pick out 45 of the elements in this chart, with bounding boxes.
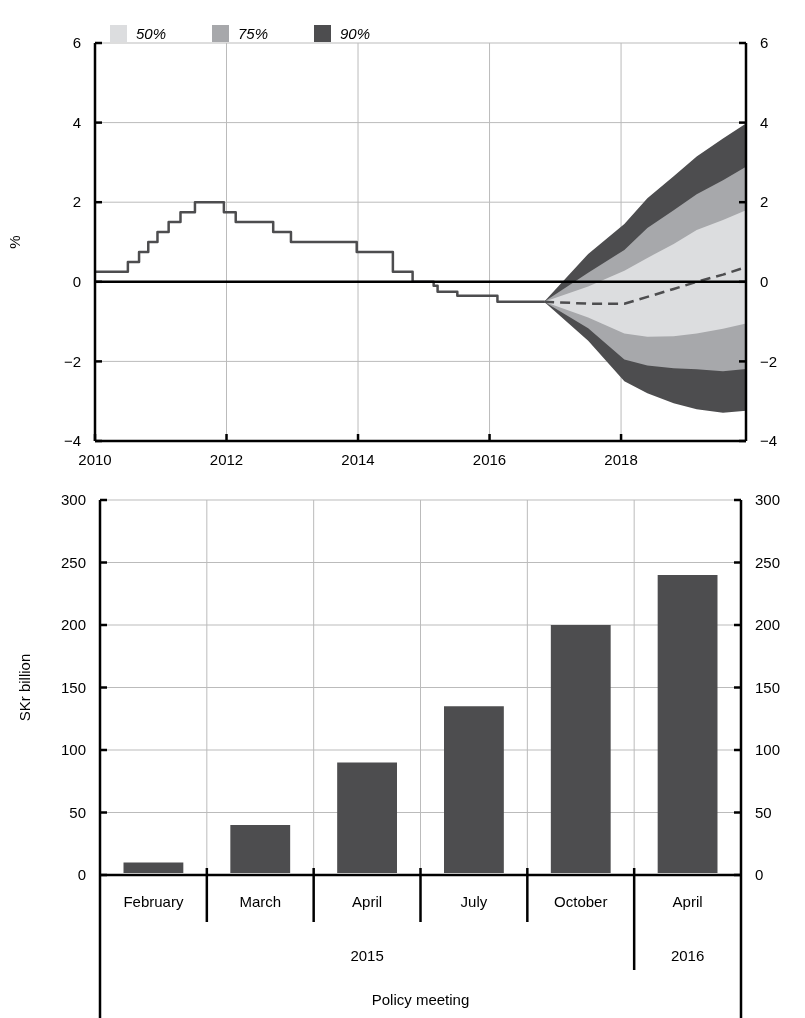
y-tick-label: 4	[72, 113, 81, 131]
y-axis-title: %	[6, 235, 23, 249]
y-tick-label: 50	[69, 803, 86, 821]
y-tick-label: 300	[60, 491, 86, 509]
legend-label: 75%	[238, 25, 269, 42]
y2-tick-label: 50	[755, 803, 772, 821]
y2-tick-label: 6	[760, 34, 769, 52]
y-axis-title: SKr billion	[16, 653, 33, 722]
text: 2015	[350, 947, 384, 964]
y2-tick-label: 200	[755, 616, 781, 634]
y-tick-label: −4	[63, 432, 81, 450]
y2-tick-label: −2	[760, 352, 778, 370]
y-tick-label: 100	[60, 741, 86, 759]
y2-tick-label: 300	[755, 491, 781, 509]
y2-tick-label: 100	[755, 741, 781, 759]
y-tick-label: 150	[60, 678, 86, 696]
y2-tick-label: 2	[760, 193, 769, 211]
x-tick-label: 2010	[78, 451, 112, 468]
y-tick-label: −2	[63, 352, 81, 370]
x-tick-label: February	[123, 893, 184, 910]
x-tick-label: April	[352, 893, 383, 910]
x-tick-label: 2016	[472, 451, 507, 468]
x-tick-label: 2018	[604, 451, 638, 468]
y2-tick-label: 4	[760, 113, 769, 131]
y2-tick-label: 250	[755, 553, 781, 571]
y2-tick-label: 150	[755, 678, 781, 696]
legend-label: 90%	[340, 25, 371, 42]
x-tick-label: April	[672, 893, 703, 910]
text: 2016	[670, 947, 705, 964]
y-tick-label: 250	[60, 553, 86, 571]
x-tick-label: July	[460, 893, 488, 910]
x-tick-label: 2012	[209, 451, 244, 468]
y-tick-label: 200	[60, 616, 86, 634]
y2-tick-label: −4	[760, 432, 778, 450]
legend-label: 50%	[136, 25, 167, 42]
y-tick-label: 0	[77, 866, 86, 884]
x-tick-label: March	[239, 893, 282, 910]
y-tick-label: 6	[72, 34, 81, 52]
x-axis-title: Policy meeting	[371, 991, 470, 1008]
y2-tick-label: 0	[760, 273, 769, 291]
y-tick-label: 0	[72, 273, 81, 291]
x-tick-label: 2014	[341, 451, 375, 468]
x-tick-label: October	[554, 893, 608, 910]
y2-tick-label: 0	[755, 866, 764, 884]
y-tick-label: 2	[72, 193, 81, 211]
